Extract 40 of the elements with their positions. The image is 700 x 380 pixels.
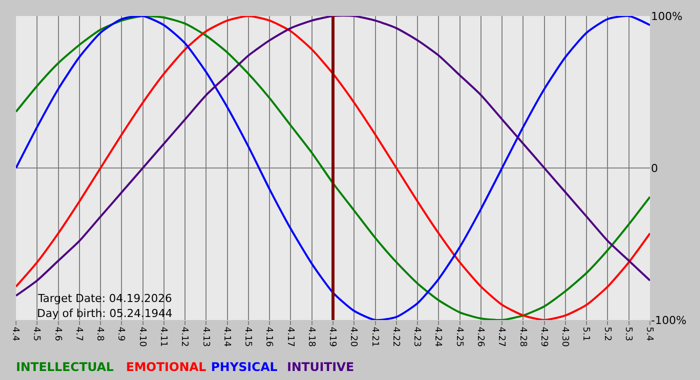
x-tick-label: 4.10: [136, 326, 147, 348]
x-tick-label: 4.19: [327, 326, 338, 348]
y-tick-label: -100%: [651, 314, 686, 327]
x-tick-label: 4.6: [52, 326, 62, 342]
x-tick-label: 4.5: [31, 326, 42, 342]
x-tick-label: 4.18: [306, 326, 316, 348]
x-tick-label: 5.1: [580, 326, 591, 342]
text: INTELLECTUAL: [16, 360, 114, 374]
annotation: Day of birth: 05.24.1944: [37, 307, 172, 320]
x-tick-label: 4.16: [264, 326, 274, 348]
x-tick-label: 4.29: [538, 326, 548, 348]
x-tick-label: 4.12: [179, 326, 190, 347]
text: PHYSICAL: [211, 360, 278, 374]
x-tick-label: 4.30: [560, 326, 570, 348]
x-tick-label: 4.14: [221, 326, 232, 348]
x-tick-label: 4.28: [517, 326, 528, 348]
x-tick-label: 4.24: [432, 326, 443, 348]
x-tick-label: 4.26: [475, 326, 486, 348]
x-tick-label: 4.21: [369, 326, 380, 347]
text: INTUITIVE: [287, 360, 354, 374]
x-tick-label: 5.2: [602, 326, 612, 342]
x-tick-label: 4.8: [94, 326, 105, 342]
x-tick-label: 4.25: [454, 326, 464, 347]
x-tick-label: 4.9: [116, 326, 126, 342]
x-tick-label: 4.15: [242, 326, 253, 347]
x-tick-label: 4.22: [390, 326, 400, 347]
x-tick-label: 4.11: [158, 326, 168, 347]
x-tick-label: 5.3: [622, 326, 633, 342]
x-tick-label: 4.7: [73, 326, 84, 342]
annotation: Target Date: 04.19.2026: [37, 292, 172, 305]
x-tick-label: 4.27: [496, 326, 506, 347]
text: EMOTIONAL: [126, 360, 207, 374]
y-tick-label: 100%: [651, 10, 682, 23]
x-tick-label: 4.23: [412, 326, 422, 347]
x-tick-label: 4.20: [348, 326, 358, 348]
x-tick-label: 4.17: [284, 326, 295, 347]
x-tick-label: 5.4: [644, 326, 654, 342]
x-tick-label: 4.4: [10, 326, 20, 342]
y-tick-label: 0: [651, 162, 658, 175]
x-tick-label: 4.13: [200, 326, 210, 347]
